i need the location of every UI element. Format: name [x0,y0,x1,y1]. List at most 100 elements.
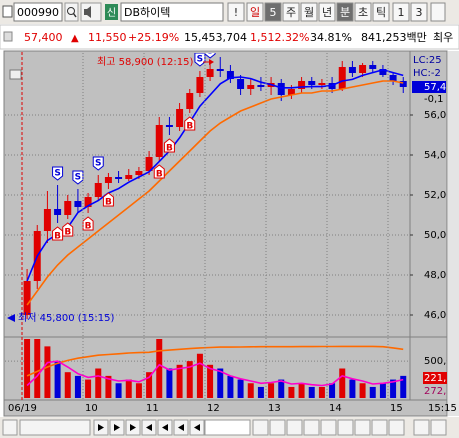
candle-body [348,67,356,73]
volume-bar [257,386,264,398]
y-tick-label: 54,000 [424,150,459,161]
tool-button[interactable] [388,419,405,436]
candle-body [216,69,224,71]
volume-last-label: 272, [424,386,446,397]
price-pane: SSSSSBBBBBBB [5,53,410,319]
sound-icon [84,6,91,18]
period-button[interactable] [372,2,390,22]
x-tick-label: 11 [146,403,159,414]
period-label: 년 [322,6,332,19]
period-button[interactable] [227,2,245,22]
more-button[interactable] [430,2,446,22]
period-button[interactable] [392,2,410,22]
candle-body [318,83,326,85]
nav-icon [114,424,120,431]
chart-area [3,50,448,417]
x-tick-label: 12 [207,403,220,414]
volume-bar [217,368,224,398]
tool-button[interactable] [430,419,447,436]
tool-button[interactable] [413,419,430,436]
name-box[interactable] [120,2,224,22]
change: 11,550 [88,31,127,44]
market: 신 [107,7,116,19]
tool-button[interactable] [320,419,337,436]
y-tick-label: 46,000 [424,310,459,321]
candle-body [237,79,245,89]
candle-body [298,81,306,89]
market-badge [105,4,118,20]
indicator-line [26,68,404,282]
volume-bar [400,375,407,398]
checkbox[interactable] [2,5,13,18]
candle-body [125,175,133,179]
period-button[interactable] [318,2,336,22]
last-price-box [412,81,446,93]
period-button[interactable] [354,2,372,22]
period-button[interactable] [410,2,428,22]
candle-body [379,69,387,75]
signal-marker [92,156,104,171]
volume-bar [125,379,132,398]
tool-button[interactable] [371,419,388,436]
signal-marker [52,166,64,181]
volume-bar [247,383,254,398]
toggle-button[interactable] [2,419,18,436]
quote-icon [3,31,13,42]
tool-button[interactable] [269,419,286,436]
x-tick-label: 10 [85,403,98,414]
candle-body [226,71,234,79]
signal-marker [72,170,84,185]
tool-button[interactable] [286,419,303,436]
volume-bar [74,375,81,398]
signal-marker [184,116,196,131]
volume-bar [278,379,285,398]
tool-button[interactable] [303,419,320,436]
period-button[interactable] [336,2,354,22]
volume-bar [64,372,71,398]
scroll-track[interactable] [204,419,251,436]
period-button[interactable] [264,2,282,22]
candle-body [186,93,194,109]
period-label: 3 [416,6,423,19]
x-tick-label: 15 [390,403,403,414]
period-button[interactable] [282,2,300,22]
high-note: 최고 58,900 (12:15) [97,56,193,68]
code-input[interactable] [13,2,63,22]
candle-body [104,177,112,183]
low-arrow [7,314,15,322]
x-tick-label: 06/19 [8,403,37,414]
volume-bar [24,339,31,398]
period-label: 일 [250,5,260,19]
period-button[interactable] [246,2,264,22]
period-button[interactable] [300,2,318,22]
candle-body [115,177,123,179]
tool-button[interactable] [354,419,371,436]
arrow: ▲ [71,33,79,44]
candle-body [165,125,173,127]
signal-marker [163,138,175,153]
search-icon [67,7,75,15]
scroll-track[interactable] [19,419,91,436]
nav-icon [162,424,168,431]
last-price-label: 57,4 [424,82,446,93]
chart-icon[interactable] [9,69,22,80]
volume-bar [54,361,61,398]
candle-body [206,69,214,77]
low-note: 최저 45,800 (15:15) [18,312,114,324]
code: 000990 [17,6,59,19]
signal-marker [204,53,216,59]
candle-body [359,65,367,73]
volume-bar [308,386,315,398]
search-button[interactable] [64,2,79,22]
tool-button[interactable] [337,419,354,436]
side-label: LC:25 [413,55,442,66]
nav-icon [98,424,104,431]
last-change: -0,1 [424,94,444,105]
volume-last-box [423,372,447,384]
volume-bar [339,368,346,398]
tool-button[interactable] [252,419,269,436]
volume-bar [176,364,183,398]
high-arrow [209,59,214,65]
signal-marker [102,192,114,207]
